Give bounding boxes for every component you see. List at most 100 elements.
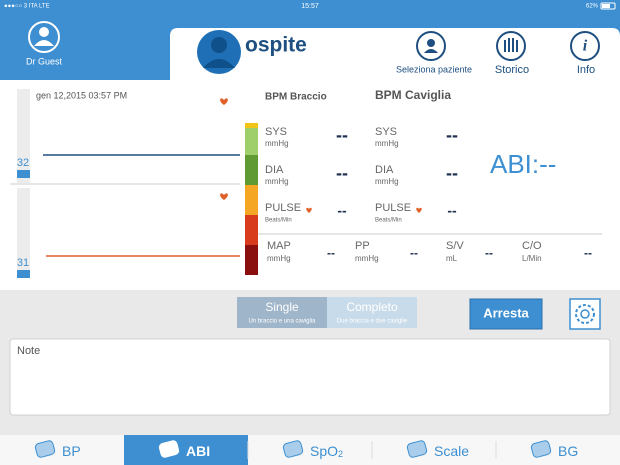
heart-icon bbox=[220, 193, 228, 200]
arm-gauge-level bbox=[17, 170, 30, 178]
reading-label: C/O bbox=[522, 240, 542, 252]
reading-label: PP bbox=[355, 240, 370, 252]
timestamp: gen 12,2015 03:57 PM bbox=[36, 90, 127, 100]
tab-label-main: BG bbox=[558, 443, 578, 459]
notes-field[interactable]: Note bbox=[9, 338, 611, 416]
segment-subtitle: Un braccio e una caviglia bbox=[248, 319, 316, 325]
tab[interactable]: ABI bbox=[124, 435, 248, 465]
tab-label-main: ABI bbox=[186, 443, 210, 459]
tab-label: Scale bbox=[434, 443, 469, 459]
mode-single[interactable]: Single Un braccio e una caviglia bbox=[237, 297, 327, 328]
battery-text: 62% bbox=[586, 4, 599, 10]
segment bbox=[327, 297, 417, 328]
reading-value: -- bbox=[336, 163, 348, 183]
arm-gauge bbox=[17, 89, 30, 183]
reading-unit: L/Min bbox=[522, 254, 542, 263]
reading-unit: mmHg bbox=[375, 177, 399, 186]
reading-unit: mmHg bbox=[267, 254, 291, 263]
clock: 15:57 bbox=[301, 3, 319, 10]
tab-label-sub: 2 bbox=[338, 449, 343, 459]
user-button[interactable]: Dr Guest bbox=[26, 21, 63, 66]
icon bbox=[496, 31, 526, 61]
tab[interactable]: SpO2 bbox=[247, 440, 343, 460]
stop-button[interactable]: Arresta bbox=[469, 298, 543, 330]
reading-value: -- bbox=[337, 203, 347, 219]
tab-label-main: Scale bbox=[434, 443, 469, 459]
toolbar-label: Seleziona paziente bbox=[396, 64, 472, 74]
info-button[interactable]: i Info bbox=[570, 31, 600, 76]
scale-band bbox=[245, 245, 258, 275]
avatar-head bbox=[39, 27, 49, 37]
ankle-level: 31 bbox=[17, 257, 29, 269]
notes-label: Note bbox=[17, 345, 40, 357]
tab[interactable]: BG bbox=[495, 440, 578, 459]
scale-band bbox=[245, 123, 258, 128]
settings-button[interactable] bbox=[569, 298, 601, 330]
tab-label-main: BP bbox=[62, 443, 81, 459]
scale-band bbox=[245, 128, 258, 155]
tab-active bbox=[124, 435, 248, 465]
segment-subtitle: Due braccia e due caviglie bbox=[337, 319, 408, 325]
arm-level: 32 bbox=[17, 157, 29, 169]
battery-icon bbox=[600, 2, 616, 10]
tab[interactable]: Scale bbox=[371, 440, 469, 459]
heart-icon bbox=[306, 207, 312, 213]
patient-avatar-head bbox=[211, 37, 227, 53]
icon bbox=[504, 40, 506, 52]
tab-icon bbox=[530, 440, 552, 458]
reading-label: DIA bbox=[265, 164, 284, 176]
mode-complete[interactable]: Completo Due braccia e due caviglie bbox=[327, 297, 417, 328]
button-bg bbox=[569, 298, 601, 330]
patient-panel bbox=[170, 28, 620, 80]
patient-avatar-body bbox=[203, 59, 235, 68]
reading-value: -- bbox=[446, 125, 458, 145]
ankle-gauge-level bbox=[17, 270, 30, 278]
avatar-body bbox=[34, 40, 54, 46]
tab-label: SpO2 bbox=[310, 443, 343, 460]
reading-value: -- bbox=[327, 246, 335, 260]
reading-unit: mmHg bbox=[265, 139, 289, 148]
button-label: Arresta bbox=[483, 305, 529, 320]
icon bbox=[512, 38, 514, 52]
reading-value: -- bbox=[336, 125, 348, 145]
battery-level bbox=[602, 4, 610, 8]
reading-value: -- bbox=[584, 246, 592, 260]
reading-label: SYS bbox=[265, 126, 287, 138]
abi-value: ABI:-- bbox=[490, 149, 556, 179]
reading-label: SYS bbox=[375, 126, 397, 138]
reading-value: -- bbox=[410, 246, 418, 260]
reading-value: -- bbox=[446, 163, 458, 183]
segment-title: Single bbox=[265, 300, 299, 314]
reading-unit: mmHg bbox=[355, 254, 379, 263]
tab[interactable]: BP bbox=[34, 440, 81, 459]
tab-label: ABI bbox=[186, 443, 210, 459]
icon bbox=[570, 31, 600, 61]
ankle-gauge bbox=[17, 188, 30, 278]
select-patient-button[interactable]: Seleziona paziente bbox=[396, 31, 472, 74]
icon bbox=[508, 38, 510, 52]
reading-unit: mmHg bbox=[375, 139, 399, 148]
tab-label: BP bbox=[62, 443, 81, 459]
reading-label: PULSE bbox=[375, 202, 411, 214]
reading-label: S/V bbox=[446, 240, 464, 252]
icon bbox=[427, 39, 435, 47]
history-button[interactable]: Storico bbox=[495, 31, 529, 76]
button-bg bbox=[469, 298, 543, 330]
scale-band bbox=[245, 155, 258, 185]
tab-icon bbox=[406, 440, 428, 458]
gear-icon bbox=[580, 309, 590, 319]
tab-label-main: SpO bbox=[310, 443, 338, 459]
toolbar-label: Info bbox=[577, 64, 595, 76]
icon: i bbox=[583, 38, 588, 55]
user-name: Dr Guest bbox=[26, 56, 63, 66]
tab-icon bbox=[158, 440, 180, 458]
icon bbox=[416, 31, 446, 61]
reading-value: -- bbox=[447, 203, 457, 219]
segment bbox=[237, 297, 327, 328]
reading-label: PULSE bbox=[265, 202, 301, 214]
icon bbox=[424, 49, 438, 53]
reading-value: -- bbox=[485, 246, 493, 260]
tab-icon bbox=[282, 440, 304, 458]
